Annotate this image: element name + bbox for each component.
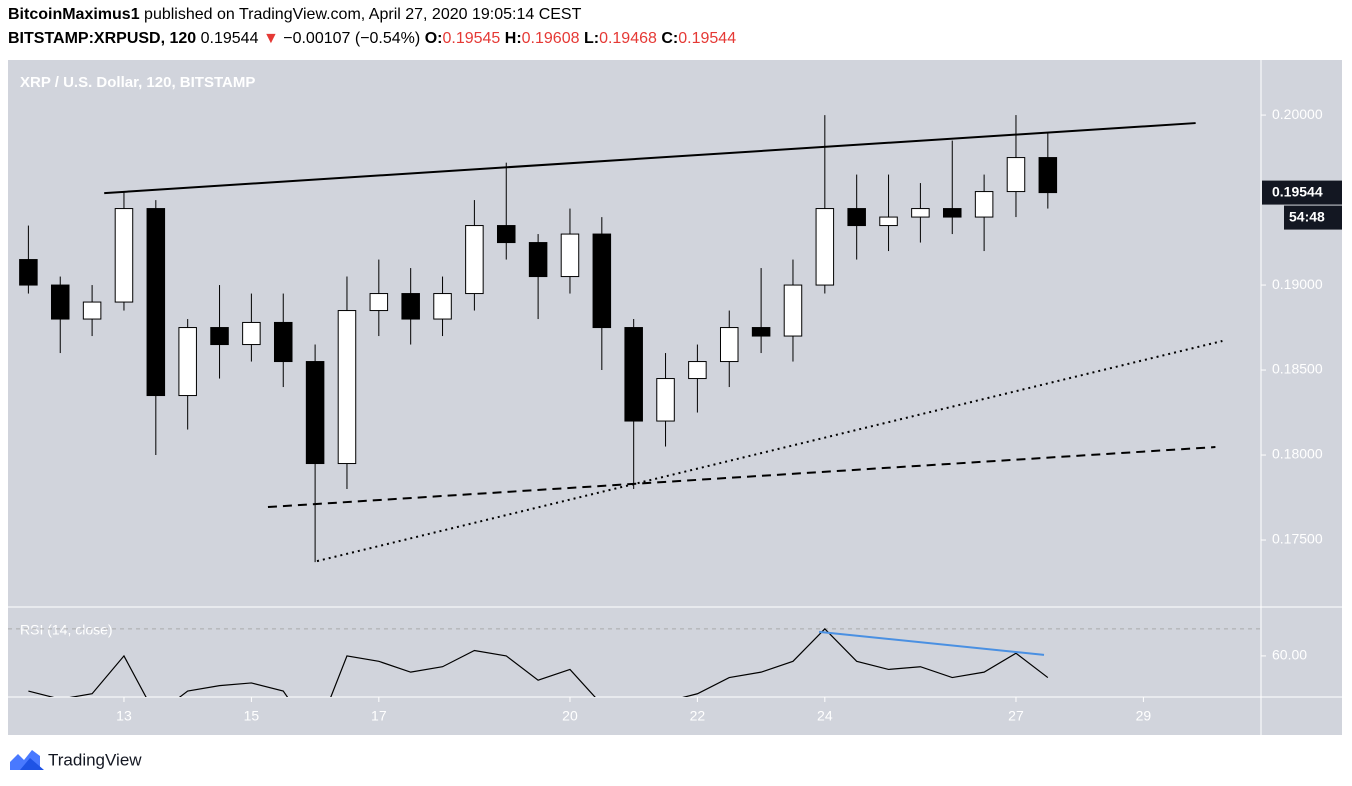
candle-body bbox=[719, 327, 739, 363]
candle-body bbox=[496, 225, 516, 244]
candle-body bbox=[751, 327, 771, 337]
published: published on TradingView.com, April 27, … bbox=[144, 6, 582, 23]
countdown: 54:48 bbox=[1289, 208, 1325, 224]
rsi-trendline bbox=[818, 630, 1045, 656]
candle-body bbox=[815, 208, 835, 286]
y-tick-label: 0.17500 bbox=[1272, 531, 1323, 547]
chart-title: XRP / U.S. Dollar, 120, BITSTAMP bbox=[20, 74, 255, 91]
main-pane bbox=[19, 115, 1223, 563]
candle-body bbox=[242, 321, 261, 346]
x-tick-label: 27 bbox=[1008, 708, 1024, 724]
l: 0.19468 bbox=[599, 30, 657, 47]
candle-body bbox=[911, 208, 930, 218]
candle-body bbox=[528, 242, 548, 278]
c: 0.19544 bbox=[678, 30, 737, 47]
candle-body bbox=[19, 259, 38, 286]
h: 0.19608 bbox=[521, 30, 580, 47]
x-tick-label: 13 bbox=[116, 708, 132, 724]
candle-body bbox=[656, 378, 675, 422]
candle-body bbox=[783, 284, 803, 337]
o-label: O: bbox=[424, 30, 443, 47]
chart-background bbox=[8, 60, 1342, 735]
candle-body bbox=[50, 284, 70, 320]
candle-body bbox=[114, 208, 134, 303]
candle-body bbox=[592, 233, 612, 329]
candle-body bbox=[560, 233, 580, 278]
candle-body bbox=[369, 293, 389, 312]
c-label: C: bbox=[661, 30, 679, 47]
y-tick-label: 0.19000 bbox=[1272, 276, 1323, 292]
candle-body bbox=[401, 293, 420, 320]
candle-body bbox=[82, 301, 102, 320]
candle-body bbox=[1038, 157, 1058, 194]
candle-body bbox=[273, 321, 293, 363]
candle-body bbox=[433, 293, 452, 320]
trendline bbox=[267, 446, 1216, 509]
trendline bbox=[104, 122, 1196, 195]
rsi-pane bbox=[8, 628, 1260, 697]
x-tick-label: 15 bbox=[244, 708, 260, 724]
header-line-2: BITSTAMP:XRPUSD, 120 0.19544 ▼ −0.00107 … bbox=[8, 30, 736, 48]
candle-body bbox=[178, 327, 197, 397]
candle-body bbox=[465, 225, 484, 295]
candle-body bbox=[847, 208, 866, 227]
countdown-box bbox=[1284, 205, 1342, 230]
brand[interactable]: TradingView bbox=[48, 750, 142, 769]
candle-body bbox=[688, 361, 707, 380]
candle-body bbox=[879, 216, 898, 227]
header-line-1: BitcoinMaximus1 published on TradingView… bbox=[8, 6, 581, 24]
candle-body bbox=[974, 191, 994, 218]
y-tick-label: 0.20000 bbox=[1272, 106, 1323, 122]
candle-body bbox=[337, 310, 357, 465]
last: 0.19544 bbox=[200, 30, 259, 47]
candle-body bbox=[146, 208, 166, 397]
l-label: L: bbox=[583, 30, 600, 47]
x-tick-label: 24 bbox=[817, 708, 833, 724]
h-label: H: bbox=[504, 30, 522, 47]
x-tick-label: 22 bbox=[690, 708, 706, 724]
author[interactable]: BitcoinMaximus1 bbox=[8, 6, 140, 23]
candle-body bbox=[624, 327, 643, 422]
o: 0.19545 bbox=[442, 30, 501, 47]
price-label-box bbox=[1262, 180, 1342, 205]
logo bbox=[10, 750, 44, 770]
symbol: BITSTAMP:XRPUSD, 120 bbox=[8, 30, 197, 47]
price-label: 0.19544 bbox=[1272, 183, 1323, 199]
candle-body bbox=[305, 361, 325, 465]
arrow: ▼ bbox=[262, 30, 279, 47]
x-tick-label: 17 bbox=[371, 708, 387, 724]
rsi-title: RSI (14, close) bbox=[20, 622, 113, 638]
axes: 0.17500 0.18000 0.18500 0.19000 0.20000 60.00… bbox=[116, 106, 1342, 724]
change: −0.00107 (−0.54%) bbox=[283, 30, 421, 47]
candle-body bbox=[1006, 157, 1026, 193]
y-tick-label: 0.18500 bbox=[1272, 361, 1323, 377]
candle-body bbox=[210, 327, 229, 346]
x-tick-label: 20 bbox=[562, 708, 578, 724]
x-tick-label: 29 bbox=[1136, 708, 1152, 724]
rsi-y-tick-label: 60.00 bbox=[1272, 647, 1307, 663]
candle-body bbox=[942, 208, 962, 218]
y-tick-label: 0.18000 bbox=[1272, 446, 1323, 462]
rsi-line bbox=[28, 628, 1049, 697]
